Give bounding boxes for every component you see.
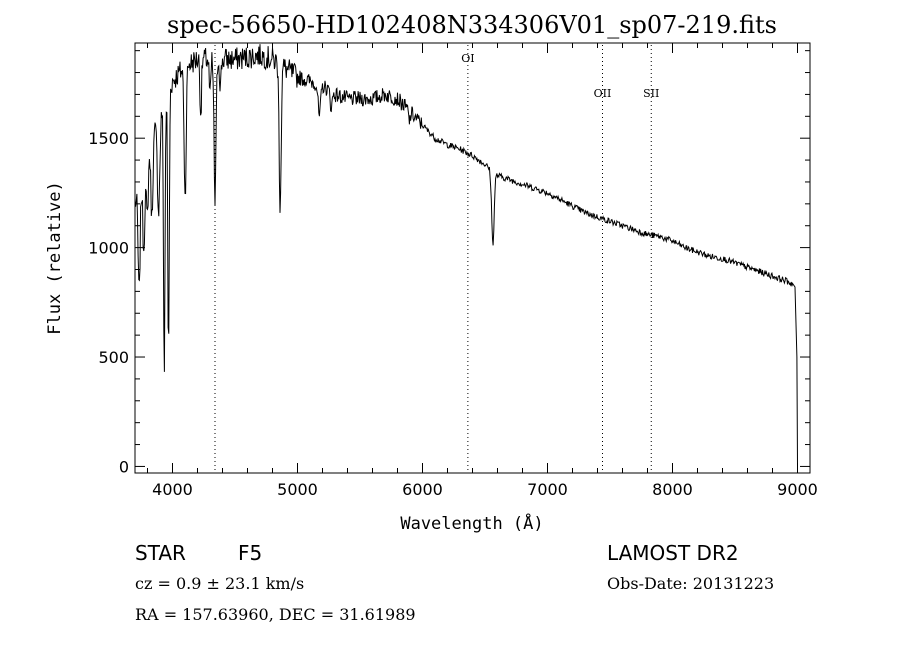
plot-frame bbox=[134, 42, 811, 474]
x-tick-label: 5000 bbox=[277, 480, 318, 499]
object-class: STAR bbox=[135, 541, 186, 565]
line-marker-label: SII bbox=[643, 87, 659, 100]
line-marker-label: OI bbox=[461, 52, 474, 65]
line-marker-label: OII bbox=[594, 87, 612, 100]
object-subclass: F5 bbox=[238, 541, 262, 565]
coordinates-text: RA = 157.63960, DEC = 31.61989 bbox=[135, 605, 416, 624]
y-tick-label: 1000 bbox=[88, 239, 129, 258]
spectrum-line bbox=[134, 44, 798, 467]
y-tick-label: 500 bbox=[98, 348, 129, 367]
x-tick-label: 8000 bbox=[652, 480, 693, 499]
redshift-text: cz = 0.9 ± 23.1 km/s bbox=[135, 574, 304, 593]
spectrum-series bbox=[134, 44, 798, 467]
y-tick-label: 0 bbox=[119, 457, 129, 476]
x-axis-label: Wavelength (Å) bbox=[400, 512, 543, 534]
axis-ticks bbox=[135, 43, 810, 473]
chart-title: spec-56650-HD102408N334306V01_sp07-219.f… bbox=[167, 11, 777, 39]
axis-tick-labels: 4000 5000 6000 7000 8000 9000 0 500 1000 1500 bbox=[88, 129, 818, 499]
x-tick-label: 4000 bbox=[152, 480, 193, 499]
x-tick-label: 9000 bbox=[777, 480, 818, 499]
line-markers: OI OII SII bbox=[214, 45, 659, 473]
y-tick-label: 1500 bbox=[88, 129, 129, 148]
observation-date: Obs-Date: 20131223 bbox=[607, 574, 774, 593]
survey-name: LAMOST DR2 bbox=[607, 541, 739, 565]
x-tick-label: 6000 bbox=[402, 480, 443, 499]
y-axis-label: Flux (relative) bbox=[45, 181, 65, 335]
x-tick-label: 7000 bbox=[527, 480, 568, 499]
